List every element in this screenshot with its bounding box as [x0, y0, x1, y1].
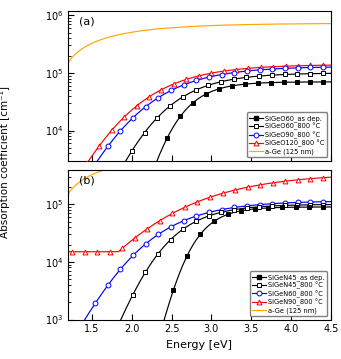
X-axis label: Energy [eV]: Energy [eV]	[166, 340, 233, 350]
Text: Absorption coefficient [cm⁻¹]: Absorption coefficient [cm⁻¹]	[0, 85, 10, 238]
Legend: SiGeO60_as dep., SiGeO60_800 °C, SiGeO90_800 °C, SiGeO120_800 °C, a-Ge (125 nm): SiGeO60_as dep., SiGeO60_800 °C, SiGeO90…	[247, 112, 327, 157]
Text: (b): (b)	[79, 176, 94, 186]
Legend: SiGeN45_as dep., SiGeN45_800 °C, SiGeN60_800 °C, SiGeN90_800 °C, a-Ge (125 nm): SiGeN45_as dep., SiGeN45_800 °C, SiGeN60…	[250, 271, 327, 316]
Text: (a): (a)	[79, 17, 94, 27]
